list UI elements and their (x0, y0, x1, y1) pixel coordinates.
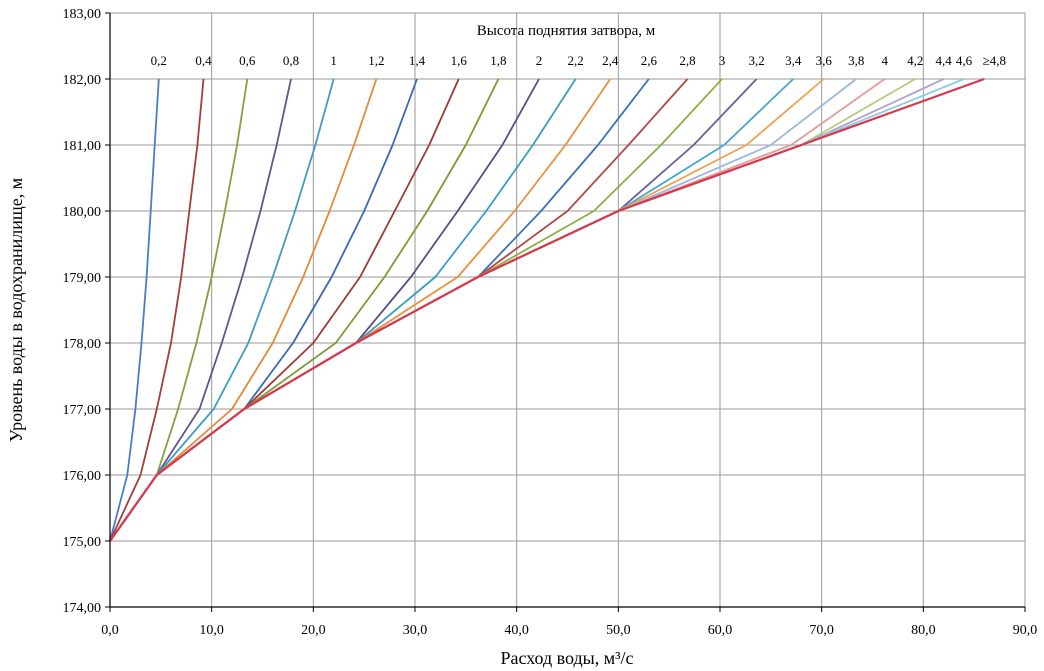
x-tick-label: 50,0 (606, 623, 631, 638)
curve-label: 4,6 (956, 53, 973, 68)
series-line (109, 78, 857, 542)
series-line (109, 78, 500, 542)
curve-label: 3 (719, 53, 726, 68)
series-line (109, 78, 650, 542)
x-tick-label: 80,0 (911, 623, 936, 638)
series-line (109, 78, 335, 542)
x-tick-label: 20,0 (301, 623, 326, 638)
curve-labels: 0,2 0,4 0,6 0,8 1 1,2 1,4 1,6 1,8 2 2,2 2,4 2,6 2,8 3 3… (151, 53, 1006, 68)
series-line (109, 78, 945, 542)
y-tick-label: 178,00 (63, 337, 102, 352)
x-tick-label: 40,0 (504, 623, 529, 638)
series-line (109, 78, 292, 542)
y-tick-label: 176,00 (63, 469, 102, 484)
curve-label: 2,4 (602, 53, 619, 68)
series-line (109, 77, 985, 542)
curve-label: 3,6 (816, 53, 833, 68)
curve-label: 3,4 (785, 53, 802, 68)
y-tick-label: 183,00 (63, 7, 102, 22)
curve-label: 4,4 (936, 53, 953, 68)
curve-label: 3,2 (748, 53, 764, 68)
axes-group (105, 12, 1026, 612)
curve-label: 0,6 (239, 53, 256, 68)
x-tick-label: 60,0 (708, 623, 733, 638)
series-line (109, 78, 205, 542)
x-tick-label: 90,0 (1013, 623, 1038, 638)
y-tick-label: 181,00 (63, 139, 102, 154)
series-group (109, 77, 985, 542)
series-line (109, 78, 378, 542)
series-line (109, 78, 965, 542)
y-tick-label: 182,00 (63, 73, 102, 88)
curve-label: 3,8 (848, 53, 864, 68)
x-tick-label: 0,0 (101, 623, 119, 638)
curve-label: 2,6 (641, 53, 658, 68)
series-line (109, 78, 418, 542)
y-tick-label: 179,00 (63, 271, 102, 286)
curve-label: 1 (330, 53, 337, 68)
curve-label: 0,2 (151, 53, 167, 68)
curve-label: 1,2 (368, 53, 384, 68)
series-line (109, 78, 758, 542)
x-tick-label: 10,0 (199, 623, 224, 638)
y-tick-label: 175,00 (63, 535, 102, 550)
curve-label: 1,6 (451, 53, 468, 68)
curve-label: 2,2 (568, 53, 584, 68)
y-tick-labels: 174,00 175,00 176,00 177,00 178,00 179,00 180,… (63, 7, 102, 616)
curve-label: 4,2 (907, 53, 923, 68)
curve-label: ≥4,8 (983, 53, 1006, 68)
series-line (109, 78, 825, 542)
series-line (109, 78, 249, 542)
series-line (109, 78, 577, 542)
legend-title: Высота поднятия затвора, м (477, 23, 656, 39)
curve-label: 2,8 (679, 53, 695, 68)
x-tick-label: 30,0 (403, 623, 428, 638)
curve-label: 1,4 (409, 53, 426, 68)
y-tick-label: 174,00 (63, 601, 102, 616)
series-line (109, 78, 886, 542)
x-tick-label: 70,0 (809, 623, 834, 638)
x-axis-title: Расход воды, м³/с (500, 648, 633, 668)
x-tick-labels: 0,0 10,0 20,0 30,0 40,0 50,0 60,0 70,0 80,0 90,0 (101, 623, 1037, 638)
y-tick-label: 177,00 (63, 403, 102, 418)
curve-label: 4 (881, 53, 888, 68)
grid-lines (109, 12, 1026, 608)
curve-label: 1,8 (490, 53, 506, 68)
y-axis-title: Уровень воды в водохранилище, м (6, 178, 26, 442)
y-tick-label: 180,00 (63, 205, 102, 220)
curve-label: 2 (536, 53, 543, 68)
curve-label: 0,4 (195, 53, 212, 68)
series-line (109, 78, 540, 542)
curve-label: 0,8 (283, 53, 299, 68)
series-line (109, 78, 160, 542)
